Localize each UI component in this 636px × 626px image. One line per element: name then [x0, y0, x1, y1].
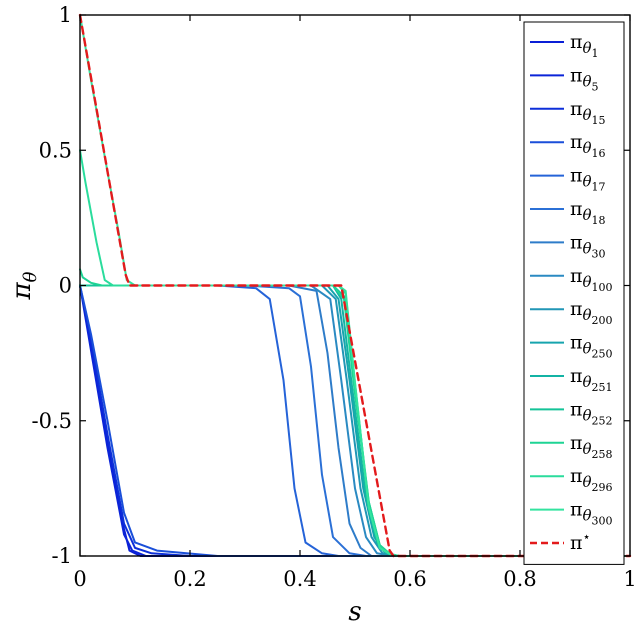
x-tick-label: 0.4 [283, 567, 316, 591]
legend-label: πθ15 [570, 98, 606, 127]
legend-label: πθ250 [570, 332, 613, 361]
x-tick-label: 0.6 [393, 567, 426, 591]
y-tick-label: 0 [59, 274, 72, 298]
legend-label: πθ17 [570, 165, 606, 194]
x-tick-label: 1 [623, 567, 636, 591]
y-tick-label: -1 [52, 544, 72, 568]
x-axis-label: s [348, 597, 361, 626]
legend-label: πθ258 [570, 432, 613, 461]
series-layer [78, 13, 632, 558]
y-axis-label: πθ [7, 271, 41, 300]
x-tick-label: 0.8 [503, 567, 536, 591]
y-tick-label: 1 [59, 3, 72, 27]
x-tick-label: 0 [73, 567, 86, 591]
legend-label: πθ252 [570, 398, 613, 427]
legend-label: πθ30 [570, 231, 606, 260]
legend-label: πθ1 [570, 31, 599, 60]
series-line-4 [79, 284, 631, 557]
x-tick-label: 0.2 [173, 567, 206, 591]
legend-label: πθ18 [570, 198, 606, 227]
legend-label: πθ100 [570, 265, 613, 294]
legend-label: πθ16 [570, 131, 606, 160]
legend-label: πθ5 [570, 64, 599, 93]
y-tick-label: 0.5 [39, 138, 72, 162]
ticks-layer: 0 0.2 0.4 0.6 0.8 1 -1 -0.5 0 0.5 1 [32, 3, 636, 591]
legend: πθ1 πθ5 πθ15 πθ16 πθ17 πθ18 πθ30 πθ100 πθ200 πθ25… [523, 21, 625, 565]
legend-label: π⋆ [570, 530, 591, 554]
legend-label: πθ300 [570, 499, 613, 528]
legend-box [523, 21, 625, 565]
y-tick-label: -0.5 [32, 409, 73, 433]
legend-label: πθ296 [570, 465, 613, 494]
legend-label: πθ251 [570, 365, 613, 394]
legend-label: πθ200 [570, 298, 613, 327]
